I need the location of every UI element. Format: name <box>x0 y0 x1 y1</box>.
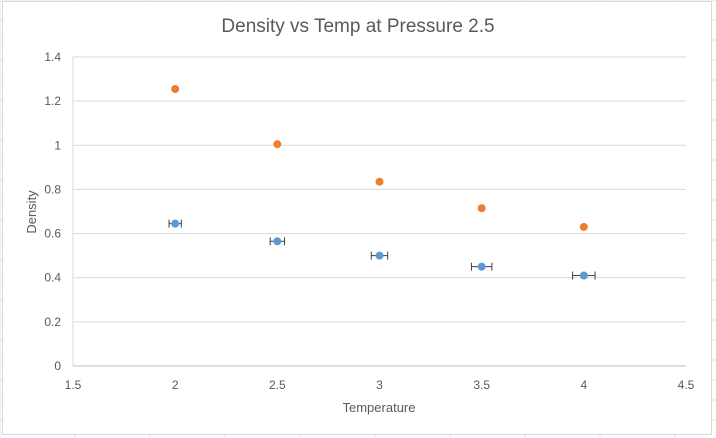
x-tick-label: 2 <box>172 378 179 392</box>
data-points <box>171 85 588 280</box>
series-2-point[interactable] <box>579 222 588 231</box>
axes <box>72 57 686 367</box>
x-tick-label: 2.5 <box>269 378 286 392</box>
y-tick-label: 0 <box>54 359 61 373</box>
chart-title: Density vs Temp at Pressure 2.5 <box>221 16 494 37</box>
x-tick-label: 3.5 <box>473 378 490 392</box>
y-tick-label: 0.2 <box>44 315 61 329</box>
gridlines <box>73 56 686 323</box>
x-tick-label: 4.5 <box>678 378 695 392</box>
error-bars <box>168 219 596 280</box>
x-axis-title: Temperature <box>343 400 416 415</box>
series-1-point[interactable] <box>273 237 282 246</box>
series-1-point[interactable] <box>477 262 486 271</box>
x-tick-labels: 1.5 2 2.5 3 3.5 4 4.5 <box>65 378 695 392</box>
y-tick-label: 1 <box>54 138 61 152</box>
y-tick-label: 0.4 <box>44 271 61 285</box>
series-2-point[interactable] <box>171 85 180 94</box>
series-1-point[interactable] <box>171 219 180 228</box>
x-tick-label: 3 <box>376 378 383 392</box>
y-axis-title: Density <box>24 190 39 234</box>
series-2-point[interactable] <box>375 177 384 186</box>
y-tick-label: 0.8 <box>44 182 61 196</box>
series-2-point[interactable] <box>477 204 486 213</box>
series-2-point[interactable] <box>273 140 282 149</box>
x-tick-label: 1.5 <box>65 378 82 392</box>
series-1-point[interactable] <box>579 271 588 280</box>
y-tick-labels: 0 0.2 0.4 0.6 0.8 1 1.2 1.4 <box>44 50 61 373</box>
y-tick-label: 1.2 <box>44 94 61 108</box>
x-tick-label: 4 <box>580 378 587 392</box>
series-1-point[interactable] <box>375 251 384 260</box>
y-tick-label: 0.6 <box>44 227 61 241</box>
y-tick-label: 1.4 <box>44 50 61 64</box>
